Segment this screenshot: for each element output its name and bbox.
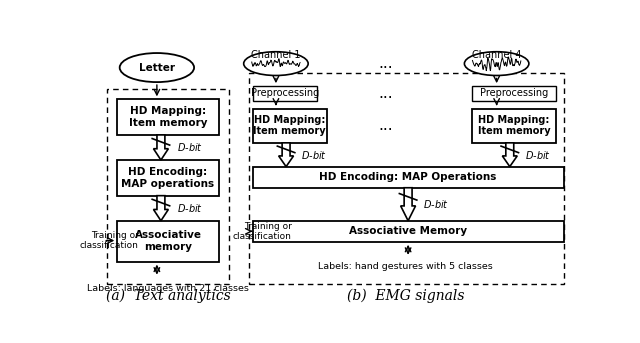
Polygon shape <box>278 143 294 167</box>
Polygon shape <box>154 196 168 221</box>
Text: HD Encoding: MAP Operations: HD Encoding: MAP Operations <box>319 172 497 182</box>
Text: HD Mapping:
Item memory: HD Mapping: Item memory <box>129 106 207 128</box>
Bar <box>253 108 327 143</box>
Text: (b)  EMG signals: (b) EMG signals <box>347 288 465 303</box>
Bar <box>117 99 219 135</box>
Text: Channel 1: Channel 1 <box>251 50 301 60</box>
Text: Preprocessing: Preprocessing <box>480 88 548 98</box>
Text: Labels: hand gestures with 5 classes: Labels: hand gestures with 5 classes <box>319 262 493 271</box>
Text: $D$-bit: $D$-bit <box>301 149 327 161</box>
Text: $D$-bit: $D$-bit <box>423 198 449 210</box>
Text: Training or
classification: Training or classification <box>80 231 139 250</box>
Text: Associative
memory: Associative memory <box>134 230 202 252</box>
Bar <box>117 160 219 196</box>
Bar <box>249 73 564 284</box>
Text: Training or
classification: Training or classification <box>233 222 292 241</box>
Text: $D$-bit: $D$-bit <box>525 149 550 161</box>
Bar <box>253 167 564 188</box>
Text: (a)  Text analytics: (a) Text analytics <box>106 288 230 303</box>
Polygon shape <box>401 188 415 221</box>
Bar <box>108 89 229 284</box>
Polygon shape <box>154 135 168 160</box>
Text: HD Mapping:
Item memory: HD Mapping: Item memory <box>253 115 326 137</box>
Text: ...: ... <box>379 118 394 133</box>
Text: Associative Memory: Associative Memory <box>349 226 467 236</box>
Text: HD Mapping:
Item memory: HD Mapping: Item memory <box>477 115 550 137</box>
Bar <box>253 221 564 242</box>
Text: ...: ... <box>379 56 394 71</box>
Bar <box>472 86 556 100</box>
Bar <box>253 86 317 100</box>
Text: HD Encoding:
MAP operations: HD Encoding: MAP operations <box>122 167 214 189</box>
Text: $D$-bit: $D$-bit <box>177 202 203 214</box>
Text: Preprocessing: Preprocessing <box>251 88 319 98</box>
Text: Labels: languages with 21 classes: Labels: languages with 21 classes <box>87 284 249 293</box>
Ellipse shape <box>120 53 194 82</box>
Bar <box>117 221 219 262</box>
Ellipse shape <box>465 52 529 75</box>
Ellipse shape <box>244 52 308 75</box>
Bar <box>472 108 556 143</box>
Text: ...: ... <box>379 86 394 101</box>
Text: Channel 4: Channel 4 <box>472 50 522 60</box>
Text: Letter: Letter <box>139 62 175 73</box>
Text: $D$-bit: $D$-bit <box>177 141 203 153</box>
Polygon shape <box>502 143 517 167</box>
